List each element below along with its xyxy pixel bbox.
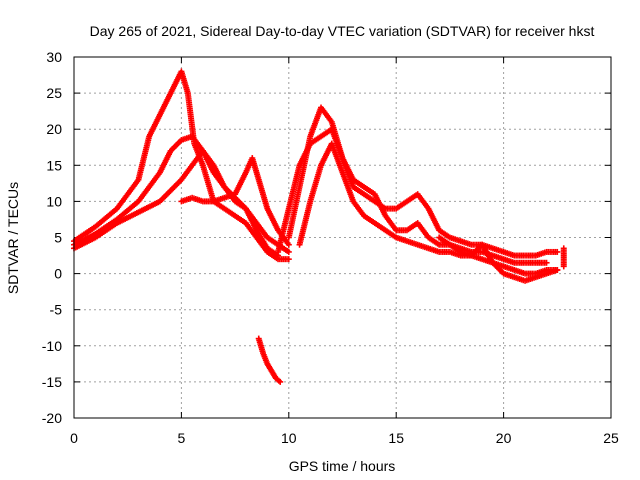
y-tick-label: 0 [54, 266, 62, 282]
y-tick-label: -15 [42, 374, 62, 390]
plot-frame [73, 56, 612, 419]
y-tick-label: 30 [46, 49, 62, 65]
y-tick-label: 5 [54, 230, 62, 246]
y-tick-label: -5 [50, 302, 63, 318]
data-point-marker [277, 378, 284, 385]
x-tick-label: 15 [388, 430, 404, 446]
data-point-marker [285, 248, 292, 255]
series-track-6 [275, 126, 550, 266]
grid [74, 57, 611, 418]
axis-ticks: 0 5 10 15 20 25 -20 -15 -10 -5 0 5 10 15 20 25 30 [42, 49, 619, 446]
x-tick-label: 25 [603, 430, 619, 446]
chart-title: Day 265 of 2021, Sidereal Day-to-day VTE… [90, 23, 595, 39]
y-tick-label: 10 [46, 193, 62, 209]
data-point-marker [554, 266, 561, 273]
y-tick-label: -10 [42, 338, 62, 354]
y-tick-label: 15 [46, 157, 62, 173]
x-tick-label: 0 [70, 430, 78, 446]
x-tick-label: 20 [496, 430, 512, 446]
data-point-marker [285, 241, 292, 248]
series-track-8 [436, 234, 561, 284]
series-track-5 [285, 104, 561, 259]
x-axis-label: GPS time / hours [289, 458, 396, 474]
y-axis-label: SDTVAR / TECUs [5, 182, 21, 294]
series-track-9 [255, 335, 284, 385]
x-tick-label: 10 [281, 430, 297, 446]
x-tick-label: 5 [178, 430, 186, 446]
data-point-marker [543, 259, 550, 266]
series-track-3 [71, 147, 292, 255]
data-point-marker [560, 263, 567, 270]
y-tick-label: 25 [46, 85, 62, 101]
series-track-10 [560, 245, 567, 270]
y-tick-label: 20 [46, 121, 62, 137]
series-track-4 [178, 155, 292, 248]
data-points [71, 68, 567, 385]
data-point-marker [554, 248, 561, 255]
data-point-marker [285, 256, 292, 263]
y-tick-label: -20 [42, 410, 62, 426]
series-track-2 [71, 133, 282, 259]
